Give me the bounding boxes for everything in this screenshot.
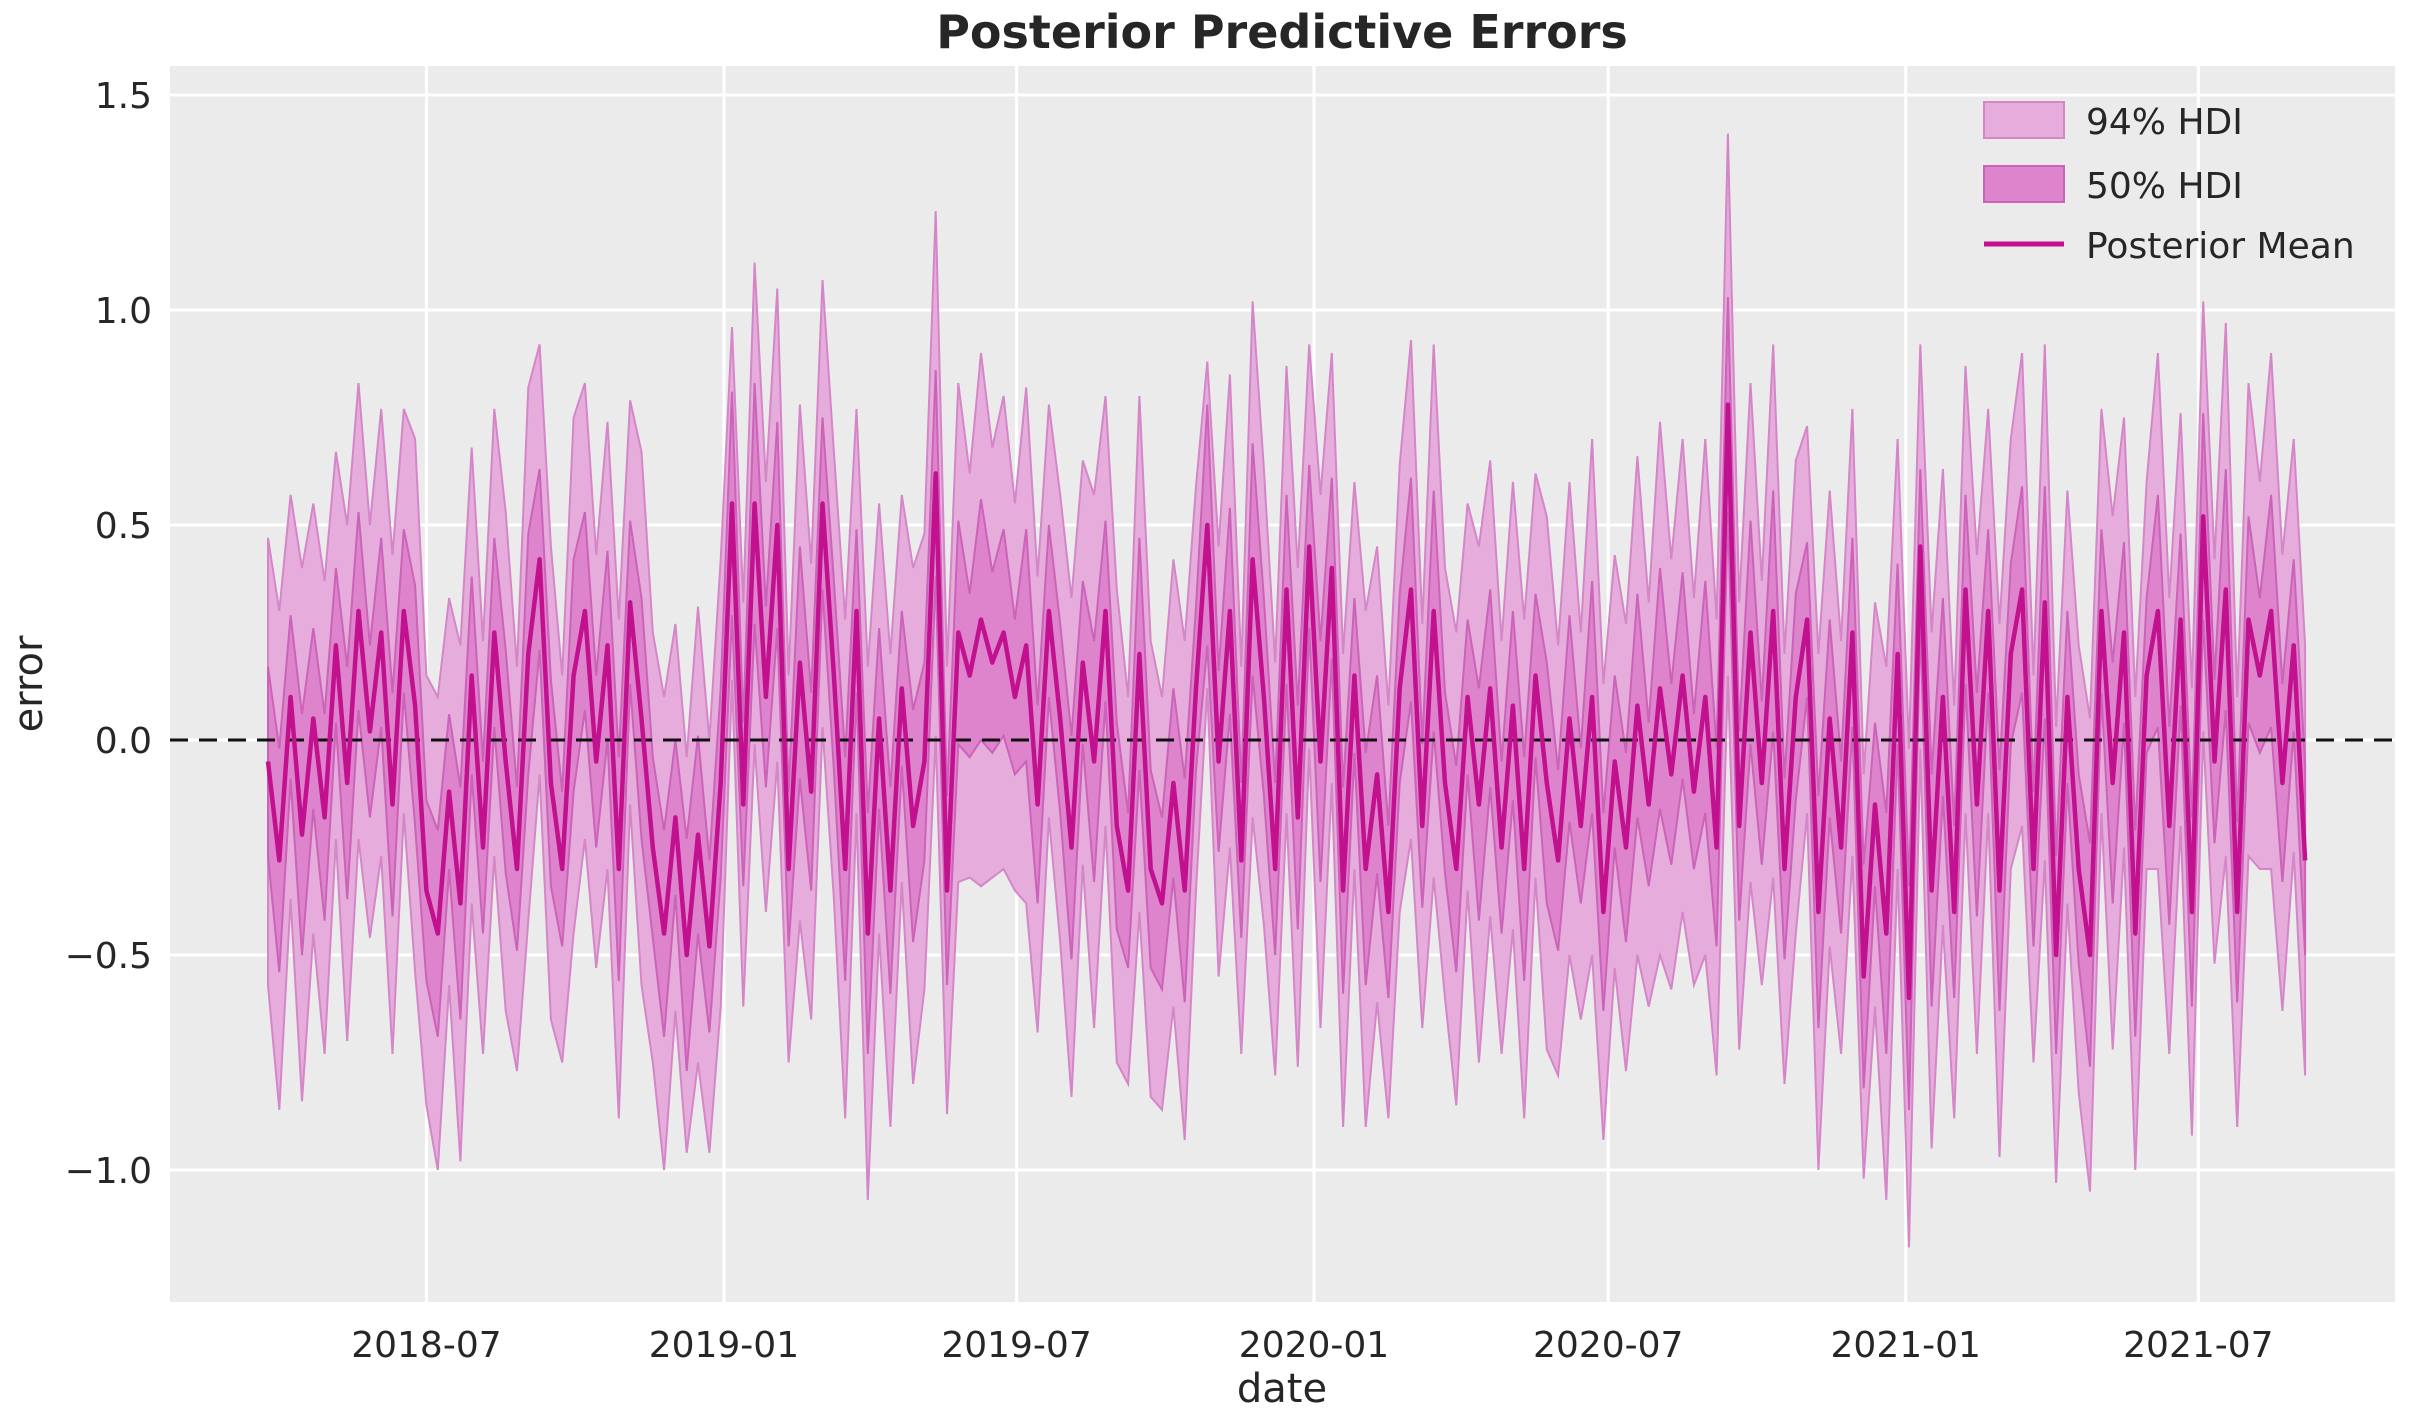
legend-item-posterior-mean: Posterior Mean [1984,226,2355,267]
legend-item-94-hdi: 94% HDI [1983,101,2243,143]
hdi50-swatch [1983,165,2065,203]
y-tick-label: 0.5 [95,506,152,547]
legend: 94% HDI 50% HDI Posterior Mean [1983,101,2355,267]
x-tick-label: 2020-07 [1533,1325,1683,1366]
posterior-mean-line [265,402,2308,1001]
legend-label-50-hdi: 50% HDI [2086,166,2243,207]
x-tick-label: 2020-01 [1239,1325,1389,1366]
legend-label-posterior-mean: Posterior Mean [2086,226,2355,267]
chart-title: Posterior Predictive Errors [936,5,1628,59]
x-tick-label: 2019-07 [941,1325,1091,1366]
y-tick-label: 1.0 [95,291,152,332]
x-tick-label: 2019-01 [649,1325,799,1366]
hdi50-band [267,297,2307,1110]
x-tick-label: 2021-01 [1831,1325,1981,1366]
x-tick-label: 2018-07 [351,1325,501,1366]
y-axis-label: error [6,635,52,732]
x-tick-labels: 2018-07 2019-01 2019-07 2020-01 2020-07 2021-… [351,1325,2273,1366]
y-tick-label: 0.0 [95,721,152,762]
x-axis-label: date [1237,1366,1327,1412]
y-tick-labels: 1.5 1.0 0.5 0.0 −0.5 −1.0 [65,76,152,1192]
y-tick-label: −0.5 [65,936,152,977]
legend-item-50-hdi: 50% HDI [1983,165,2243,207]
legend-label-94-hdi: 94% HDI [2086,102,2243,143]
y-tick-label: 1.5 [95,76,152,117]
hdi94-swatch [1983,101,2065,139]
x-tick-label: 2021-07 [2123,1325,2273,1366]
y-tick-label: −1.0 [65,1151,152,1192]
